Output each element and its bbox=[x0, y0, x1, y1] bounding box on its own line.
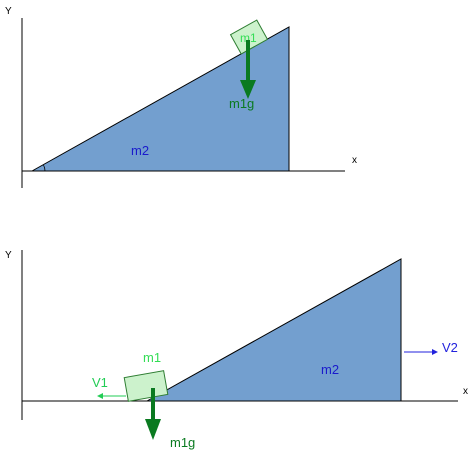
bottom-v1-arrowhead bbox=[97, 393, 103, 399]
top-angle-arc bbox=[43, 164, 46, 172]
bottom-x-axis-label: x bbox=[463, 386, 468, 397]
top-weight-label: m1g bbox=[229, 96, 254, 111]
top-wedge-m2 bbox=[30, 26, 290, 172]
top-wedge-label: m2 bbox=[131, 143, 149, 158]
top-diagram: Y x m2 m1 m1g bbox=[5, 6, 357, 188]
top-x-axis-label: x bbox=[352, 155, 357, 166]
top-block-m1 bbox=[229, 19, 269, 55]
bottom-y-axis-label: Y bbox=[5, 250, 12, 261]
bottom-block-m1 bbox=[123, 370, 169, 402]
bottom-wedge-m2 bbox=[145, 258, 402, 402]
bottom-block-label: m1 bbox=[143, 350, 161, 365]
bottom-weight-arrowhead bbox=[145, 419, 161, 440]
bottom-v2-arrowhead bbox=[432, 349, 438, 355]
bottom-weight-label: m1g bbox=[170, 435, 195, 450]
bottom-wedge-label: m2 bbox=[321, 362, 339, 377]
top-block-label: m1 bbox=[240, 31, 257, 45]
bottom-v2-label: V2 bbox=[442, 340, 458, 355]
top-y-axis-label: Y bbox=[5, 6, 12, 17]
top-weight-arrowhead bbox=[240, 80, 256, 99]
bottom-v1-label: V1 bbox=[92, 375, 108, 390]
bottom-diagram: Y x m2 V2 m1 V1 m1g bbox=[5, 250, 468, 450]
